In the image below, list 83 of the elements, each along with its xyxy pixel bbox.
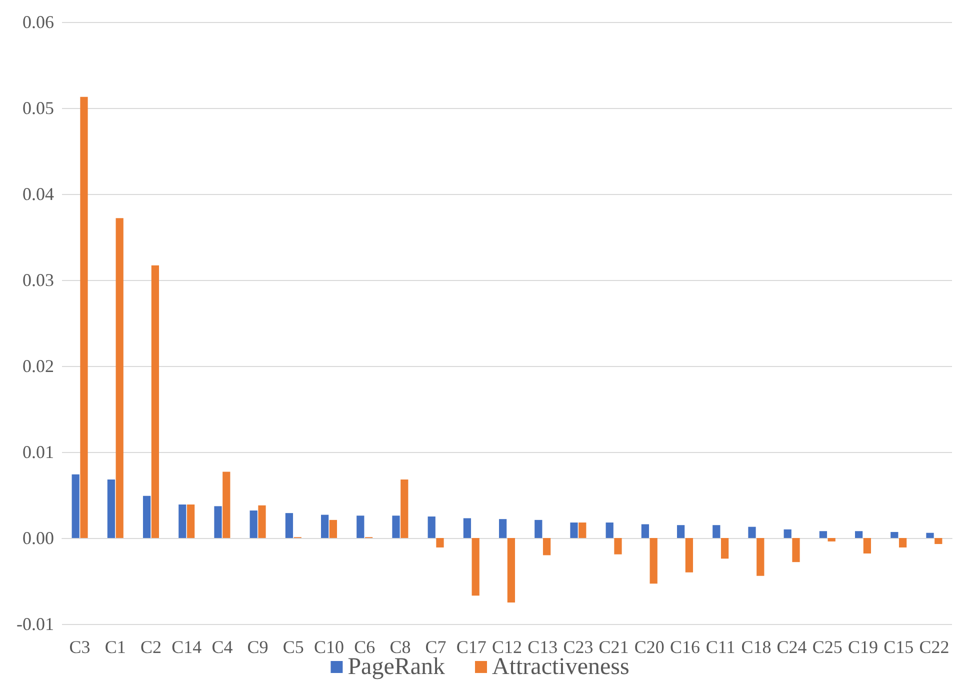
x-tick-label: C2: [140, 637, 162, 657]
y-tick-label: 0.03: [22, 270, 54, 290]
bar: [258, 505, 266, 538]
bar: [676, 525, 685, 538]
bar: [926, 532, 934, 538]
bar: [463, 518, 472, 538]
bar: [650, 538, 658, 584]
bar: [784, 529, 792, 538]
x-tick-label: C9: [247, 637, 268, 657]
bar: [80, 96, 88, 538]
bar: [214, 506, 222, 538]
x-tick-label: C24: [776, 637, 807, 657]
x-tick-label: C4: [212, 637, 233, 657]
y-tick-label: -0.01: [16, 614, 54, 634]
bar: [756, 538, 764, 576]
bar: [107, 480, 116, 538]
bar: [116, 218, 124, 538]
bar: [392, 516, 400, 538]
bar: [498, 519, 507, 538]
bar: [534, 520, 542, 538]
x-tick-label: C20: [634, 637, 664, 657]
bar: [854, 531, 863, 538]
x-tick-label: C16: [670, 637, 700, 657]
bar: [685, 538, 694, 572]
bar: [542, 538, 551, 556]
bar: [507, 538, 516, 602]
bar: [320, 514, 329, 538]
x-tick-label: C15: [884, 637, 914, 657]
bar: [578, 522, 586, 538]
bar: [151, 265, 160, 538]
x-tick-label: C25: [812, 637, 842, 657]
bar: [720, 538, 729, 559]
x-tick-label: C7: [425, 637, 446, 657]
bar: [142, 496, 151, 538]
x-tick-label: C13: [528, 637, 558, 657]
bar: [285, 513, 294, 538]
legend-label: Attractiveness: [492, 654, 630, 680]
bar: [250, 510, 258, 538]
bar: [329, 520, 338, 538]
legend-label: PageRank: [348, 654, 446, 680]
bar: [570, 522, 578, 538]
x-tick-label: C14: [172, 637, 202, 657]
bar: [863, 538, 872, 554]
bar: [606, 522, 614, 538]
x-tick-label: C11: [706, 637, 736, 657]
bar: [828, 538, 836, 542]
x-tick-label: C10: [314, 637, 344, 657]
bar: [400, 480, 408, 538]
bar: [934, 538, 942, 544]
y-tick-label: 0.04: [22, 184, 54, 204]
bar: [178, 504, 186, 538]
bar: [472, 538, 480, 596]
bar: [72, 474, 80, 538]
bar: [614, 538, 622, 554]
bar: [428, 516, 436, 538]
bar: [748, 526, 756, 538]
bar: [890, 532, 898, 538]
y-tick-label: 0.02: [22, 356, 54, 376]
y-tick-label: 0.00: [22, 528, 54, 548]
y-tick-label: 0.05: [22, 98, 54, 118]
x-tick-label: C3: [69, 637, 90, 657]
x-tick-label: C21: [598, 637, 629, 657]
x-tick-label: C1: [104, 637, 126, 657]
bar: [898, 538, 907, 548]
x-tick-label: C23: [563, 637, 594, 657]
x-tick-label: C6: [354, 637, 376, 657]
bar: [222, 472, 230, 538]
x-tick-label: C5: [282, 637, 304, 657]
y-tick-label: 0.06: [22, 12, 54, 32]
bar: [819, 531, 828, 538]
bar: [712, 525, 720, 538]
bar: [436, 538, 444, 548]
x-tick-label: C17: [456, 637, 486, 657]
x-tick-label: C12: [492, 637, 522, 657]
y-tick-label: 0.01: [22, 442, 54, 462]
x-tick-label: C19: [848, 637, 878, 657]
bar: [186, 504, 195, 538]
bar: [792, 538, 800, 562]
x-tick-label: C8: [390, 637, 411, 657]
x-tick-label: C18: [741, 637, 772, 657]
x-tick-label: C22: [919, 637, 950, 657]
bar: [641, 524, 650, 538]
bar: [356, 516, 364, 538]
